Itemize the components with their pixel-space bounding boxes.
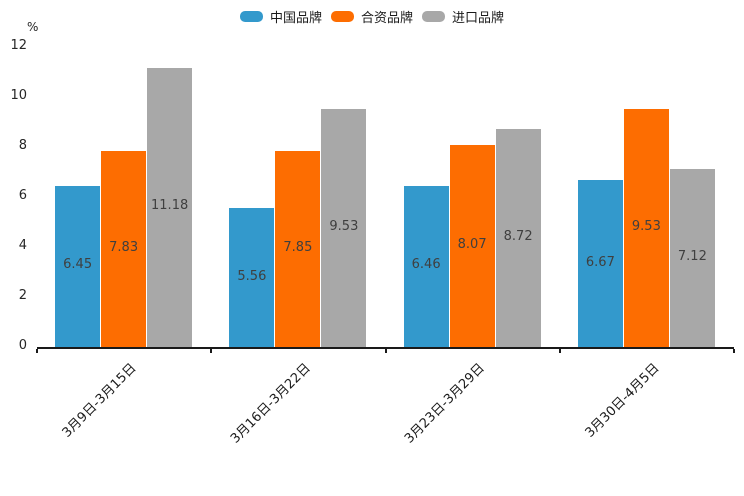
bar-value-label: 6.45 [63, 257, 93, 273]
legend-item: 中国品牌 [239, 7, 322, 26]
bar-value-label: 9.53 [329, 218, 359, 234]
x-category-label: 3月30日-4月5日 [582, 360, 663, 441]
y-tick-label: 0 [18, 338, 27, 353]
bar-value-label: 7.83 [109, 240, 139, 256]
bar-value-label: 6.67 [585, 254, 615, 270]
bar [229, 208, 275, 347]
bar-value-label: 7.85 [283, 239, 313, 255]
bar [147, 67, 193, 347]
bar-value-label: 6.46 [411, 257, 441, 273]
legend-item: 进口品牌 [422, 7, 504, 26]
bar-value-label: 11.18 [151, 198, 189, 214]
legend-label: 合资品牌 [360, 11, 413, 26]
bar [495, 129, 541, 347]
legend-label: 中国品牌 [269, 11, 322, 26]
chart-legend: 中国品牌 合资品牌 进口品牌 [0, 7, 744, 26]
bar [577, 180, 623, 347]
bar-value-label: 5.56 [237, 268, 267, 284]
x-axis-tick [36, 349, 38, 353]
y-tick-label: 6 [18, 188, 27, 203]
bar-value-label: 9.53 [631, 218, 661, 234]
legend-swatch-icon [422, 11, 445, 22]
x-axis-tick [384, 349, 387, 353]
bar [669, 169, 715, 347]
legend-swatch-icon [239, 11, 263, 22]
x-category-label: 3月23日-3月29日 [402, 360, 489, 447]
y-tick-label: 12 [10, 38, 27, 53]
bar-value-label: 8.72 [503, 229, 533, 244]
bar-value-label: 7.12 [677, 249, 707, 264]
bar [623, 108, 669, 347]
y-tick-label: 4 [18, 238, 27, 253]
legend-item: 合资品牌 [330, 7, 413, 26]
x-category-label: 3月16日-3月22日 [228, 360, 314, 447]
bar [101, 151, 147, 347]
bar-value-label: 8.07 [457, 237, 487, 253]
plot-area: 6.45 7.83 11.18 5.56 7.85 9.53 6.46 8.07 8.72 6.6… [37, 47, 734, 349]
legend-swatch-icon [330, 11, 354, 22]
x-category-label: 3月9日-3月15日 [59, 360, 140, 441]
legend-label: 进口品牌 [452, 11, 505, 26]
bar [449, 145, 495, 347]
bar [55, 185, 101, 347]
bar [275, 150, 321, 347]
bar [321, 108, 367, 347]
x-axis-tick [558, 349, 561, 353]
x-axis-tick [210, 349, 213, 353]
x-axis-tick [733, 349, 735, 353]
y-axis-unit-label: % [27, 20, 39, 34]
bar [403, 185, 449, 347]
y-tick-label: 10 [10, 88, 27, 103]
y-tick-label: 8 [18, 138, 27, 153]
y-tick-label: 2 [18, 288, 27, 303]
